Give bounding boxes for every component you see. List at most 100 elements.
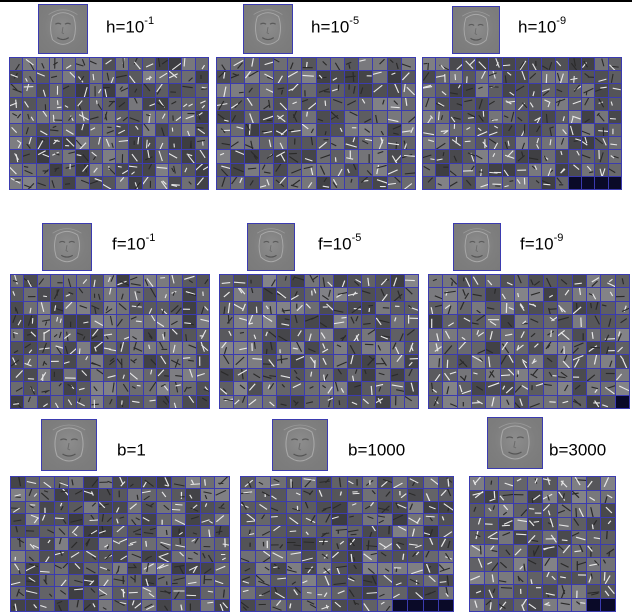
- filter-tile: [25, 575, 40, 587]
- filter-tile: [500, 382, 515, 395]
- filter-tile: [11, 489, 25, 501]
- filter-tile: [305, 315, 319, 328]
- filter-tile: [245, 150, 259, 163]
- filter-tile: [377, 501, 393, 513]
- filter-tile: [330, 97, 344, 110]
- filter-tile: [404, 341, 418, 355]
- filter-tile: [231, 163, 245, 176]
- face-thumbnail: [38, 4, 88, 54]
- filter-tile: [142, 501, 156, 513]
- filter-tile: [10, 71, 23, 84]
- filter-tile: [362, 513, 377, 526]
- filter-tile: [582, 110, 595, 123]
- filter-tile: [568, 123, 582, 137]
- filter-tile: [362, 489, 377, 501]
- filter-tile: [116, 97, 129, 110]
- filter-tile: [557, 531, 572, 544]
- filter-tile: [595, 137, 608, 150]
- filter-tile: [499, 585, 513, 598]
- filter-tile: [438, 538, 453, 550]
- filter-tile: [305, 328, 319, 341]
- filter-tile: [127, 562, 142, 575]
- filter-tile: [393, 526, 408, 538]
- filter-tile: [196, 315, 209, 328]
- filter-tile: [171, 538, 186, 550]
- filter-tile: [155, 71, 169, 84]
- filter-tile: [102, 84, 116, 97]
- filter-tile: [200, 550, 215, 562]
- filter-tile: [408, 562, 423, 575]
- filter-tile: [200, 538, 215, 550]
- filter-tile: [319, 341, 333, 355]
- filter-tile: [77, 328, 90, 341]
- filter-tile: [220, 328, 234, 341]
- filter-tile: [557, 517, 572, 530]
- filter-tile: [129, 163, 142, 176]
- filter-tile: [555, 163, 568, 176]
- filter-tile: [157, 501, 171, 513]
- filter-tile: [64, 395, 77, 408]
- filter-tile: [195, 150, 208, 163]
- filter-tile: [273, 176, 288, 189]
- filter-tile: [457, 315, 472, 328]
- filter-tile: [595, 97, 608, 110]
- filter-tile: [557, 558, 572, 571]
- filter-tile: [408, 550, 423, 562]
- filter-tile: [408, 477, 423, 489]
- filter-tile: [362, 315, 376, 328]
- filter-tile: [262, 395, 276, 408]
- filter-tile: [302, 58, 316, 71]
- filter-tile: [288, 123, 302, 137]
- filter-tile: [231, 58, 245, 71]
- filter-tile: [429, 315, 443, 328]
- filter-tile: [142, 575, 156, 587]
- filter-tile: [344, 97, 359, 110]
- filter-tile: [155, 123, 169, 137]
- filter-tile: [129, 137, 142, 150]
- filter-tile: [601, 301, 615, 315]
- filter-tile: [484, 504, 499, 517]
- filter-tile: [200, 477, 215, 489]
- filter-tile: [615, 288, 629, 301]
- filter-tile: [103, 301, 117, 315]
- filter-tile: [113, 587, 127, 599]
- filter-tile: [443, 275, 457, 288]
- filter-tile: [615, 382, 629, 395]
- filter-tile: [64, 315, 77, 328]
- filter-tile: [515, 110, 529, 123]
- filter-tile: [390, 275, 404, 288]
- filter-tile: [157, 477, 171, 489]
- filter-tile: [76, 163, 89, 176]
- filter-tile: [558, 275, 572, 288]
- filter-tile: [317, 599, 332, 611]
- filter-tile: [11, 526, 25, 538]
- filter-tile: [393, 489, 408, 501]
- filter-tile: [362, 275, 376, 288]
- filter-tile: [515, 328, 529, 341]
- filter-tile: [344, 84, 359, 97]
- filter-tile: [401, 58, 415, 71]
- filter-tile: [404, 355, 418, 368]
- filter-tile: [443, 301, 457, 315]
- filter-tile: [499, 490, 513, 503]
- filter-tile: [40, 575, 54, 587]
- filter-tile: [457, 301, 472, 315]
- filter-grid: [219, 274, 419, 409]
- filter-tile: [572, 517, 586, 530]
- filter-tile: [63, 58, 76, 71]
- filter-tile: [543, 531, 557, 544]
- filter-tile: [143, 382, 156, 395]
- filter-tile: [130, 382, 143, 395]
- filter-tile: [582, 150, 595, 163]
- filter-tile: [443, 328, 457, 341]
- filter-tile: [362, 526, 377, 538]
- filter-tile: [116, 84, 129, 97]
- filter-tile: [288, 110, 302, 123]
- filter-tile: [215, 538, 229, 550]
- filter-tile: [470, 477, 484, 490]
- filter-tile: [319, 382, 333, 395]
- filter-tile: [98, 599, 113, 611]
- filter-tile: [401, 110, 415, 123]
- filter-tile: [169, 84, 182, 97]
- filter-tile: [195, 97, 208, 110]
